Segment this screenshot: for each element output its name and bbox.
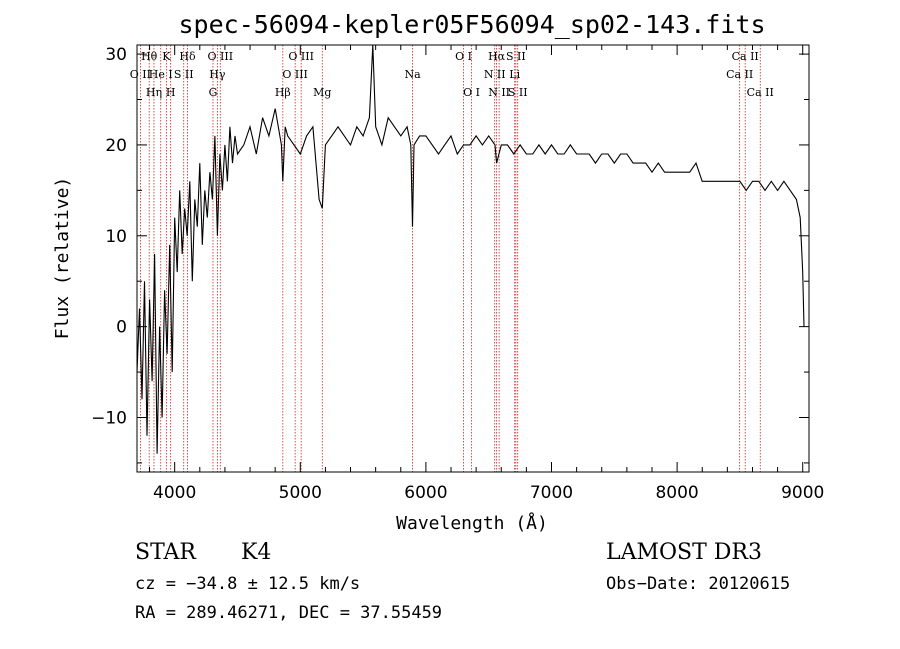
spectral-line-label: S II xyxy=(508,86,528,99)
spectral-line-label: H xyxy=(166,86,176,99)
x-axis-label: Wavelength (Å) xyxy=(396,512,548,534)
survey-name: LAMOST DR3 xyxy=(606,540,762,565)
redshift-info: cz = −34.8 ± 12.5 km/s xyxy=(135,574,361,594)
spectral-line-label: S II xyxy=(506,50,526,63)
object-class: STAR xyxy=(135,540,196,565)
plot-frame xyxy=(136,44,810,473)
spectral-line-labels: O II Hθ Hη He I K H S II Hδ G Hγ O III Hβ O III O III… xyxy=(130,50,774,99)
y-tick-label: 10 xyxy=(105,227,127,247)
x-tick-label: 5000 xyxy=(279,483,322,503)
x-tick-label: 7000 xyxy=(530,483,573,503)
spectral-line-label: Hη xyxy=(146,86,162,99)
spectral-line-label: Li xyxy=(509,68,520,81)
spectral-line-label: Ca II xyxy=(732,50,759,63)
y-tick-label: 20 xyxy=(105,136,127,156)
spectral-line-label: O II xyxy=(130,68,151,81)
x-tick-label: 6000 xyxy=(404,483,447,503)
spectral-line-label: Na xyxy=(404,68,421,81)
chart-title: spec-56094-kepler05F56094_sp02-143.fits xyxy=(179,10,766,39)
observation-date: Obs−Date: 20120615 xyxy=(606,574,791,594)
x-tick-label: 4000 xyxy=(153,483,196,503)
spectral-line-label: Hδ xyxy=(179,50,196,63)
spectral-line-label: O III xyxy=(282,68,308,81)
spectral-line-label: G xyxy=(209,86,218,99)
spectral-line-label: O I xyxy=(463,86,480,99)
y-tick-label: −10 xyxy=(91,408,127,428)
object-subclass: K4 xyxy=(241,540,272,565)
spectral-line-label: K xyxy=(162,50,171,63)
y-tick-label: 30 xyxy=(105,45,127,65)
x-axis: 4000 5000 6000 7000 8000 9000 xyxy=(149,45,824,503)
spectral-line-label: Mg xyxy=(313,86,331,99)
y-axis-label: Flux (relative) xyxy=(52,177,73,340)
y-axis: −10 0 10 20 30 xyxy=(91,45,809,464)
spectral-line-label: Ca II xyxy=(747,86,774,99)
spectral-line-label: O III xyxy=(288,50,314,63)
y-tick-label: 0 xyxy=(116,318,127,338)
x-tick-label: 8000 xyxy=(655,483,698,503)
spectral-line-label: He I xyxy=(149,68,173,81)
spectral-line-label: Hβ xyxy=(275,86,291,99)
spectral-line-label: O III xyxy=(207,50,233,63)
spectral-line-label: Ca II xyxy=(726,68,753,81)
spectral-line-label: S II xyxy=(174,68,194,81)
spectral-line-label: Hα xyxy=(488,50,506,63)
spectral-line-label: Hγ xyxy=(209,68,226,81)
spectral-line-label: Hθ xyxy=(141,50,158,63)
x-tick-label: 9000 xyxy=(781,483,824,503)
spectral-line-label: O I xyxy=(455,50,472,63)
spectral-line-label: N II xyxy=(488,86,510,99)
spectral-line-markers xyxy=(139,45,761,472)
coordinates-info: RA = 289.46271, DEC = 37.55459 xyxy=(135,603,443,623)
spectral-line-label: N II xyxy=(484,68,506,81)
spectrum-line xyxy=(136,44,805,454)
